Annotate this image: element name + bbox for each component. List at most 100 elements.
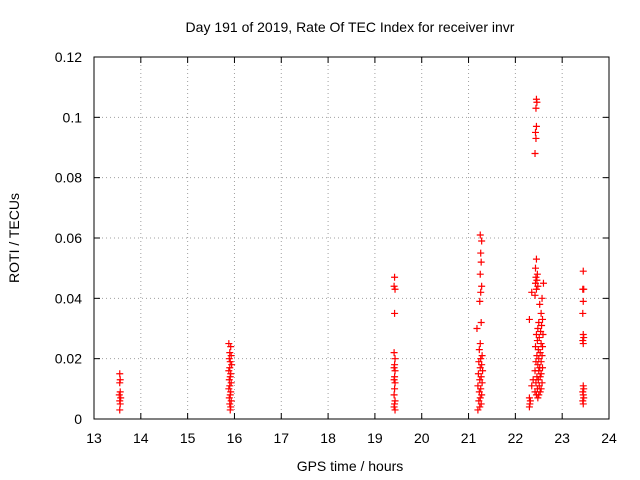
data-point [537, 370, 545, 378]
data-point [532, 379, 540, 387]
data-point [538, 294, 546, 302]
x-tick-label: 14 [133, 430, 149, 446]
x-tick-label: 22 [508, 430, 524, 446]
data-point [532, 285, 540, 293]
data-point [478, 361, 486, 369]
axis-ticks: 13 14 15 16 17 18 19 20 21 22 23 24 0 0.02 0.04 0.06 0.0… [55, 49, 617, 446]
data-point [525, 394, 533, 402]
data-point [528, 288, 536, 296]
data-point [476, 394, 484, 402]
y-tick-label: 0.12 [55, 49, 82, 65]
data-point [117, 394, 125, 402]
x-tick-label: 13 [86, 430, 102, 446]
data-point [538, 321, 546, 329]
data-point [531, 264, 539, 272]
data-point [580, 394, 588, 402]
data-point [532, 273, 540, 281]
data-point [533, 98, 541, 106]
data-point [579, 400, 587, 408]
data-point [535, 391, 543, 399]
data-point [580, 285, 588, 293]
data-point [390, 364, 398, 372]
data-point [476, 297, 484, 305]
plot-frame [93, 56, 610, 420]
data-point [537, 358, 545, 366]
data-point [478, 237, 486, 245]
data-point [533, 337, 541, 345]
data-point [477, 288, 485, 296]
data-point [391, 406, 399, 414]
data-point [579, 297, 587, 305]
data-point [536, 388, 544, 396]
data-point [579, 309, 587, 317]
data-point [539, 315, 547, 323]
grid-lines [94, 57, 609, 419]
data-point [532, 122, 540, 130]
data-point [476, 340, 484, 348]
data-point [580, 385, 588, 393]
data-point [391, 285, 399, 293]
data-point [477, 373, 485, 381]
data-point [391, 309, 399, 317]
data-point [476, 270, 484, 278]
data-points [115, 95, 588, 414]
data-point [391, 385, 399, 393]
x-tick-label: 24 [601, 430, 617, 446]
x-tick-label: 17 [273, 430, 289, 446]
y-tick-label: 0.04 [55, 290, 82, 306]
data-point [226, 382, 234, 390]
data-point [390, 391, 398, 399]
data-point [525, 403, 533, 411]
data-point [226, 373, 234, 381]
data-point [390, 349, 398, 357]
x-tick-label: 20 [414, 430, 430, 446]
data-point [116, 379, 124, 387]
data-point [534, 282, 542, 290]
data-point [477, 258, 485, 266]
y-tick-label: 0.1 [63, 109, 83, 125]
data-point [533, 270, 541, 278]
data-point [391, 367, 399, 375]
data-point [477, 385, 485, 393]
data-point [225, 355, 233, 363]
data-point [226, 358, 234, 366]
x-tick-label: 19 [367, 430, 383, 446]
data-point [391, 379, 399, 387]
data-point [537, 340, 545, 348]
data-point [475, 346, 483, 354]
data-point [479, 367, 487, 375]
data-point [539, 279, 547, 287]
data-point [532, 134, 540, 142]
data-point [226, 400, 234, 408]
data-point [116, 400, 124, 408]
data-point [531, 128, 539, 136]
x-tick-label: 16 [227, 430, 243, 446]
y-tick-label: 0.08 [55, 170, 82, 186]
data-point [478, 391, 486, 399]
data-point [390, 403, 398, 411]
data-point [477, 400, 485, 408]
x-tick-label: 23 [554, 430, 570, 446]
data-point [580, 334, 588, 342]
data-point [226, 364, 234, 372]
data-point [390, 282, 398, 290]
data-point [528, 382, 536, 390]
x-axis-label: GPS time / hours [297, 458, 404, 474]
data-point [116, 370, 124, 378]
data-point [539, 364, 547, 372]
data-point [531, 150, 539, 158]
y-tick-label: 0.02 [55, 351, 82, 367]
x-tick-label: 18 [320, 430, 336, 446]
data-point [532, 255, 540, 263]
data-point [532, 104, 540, 112]
data-point [226, 349, 234, 357]
data-point [531, 291, 539, 299]
y-axis-label: ROTI / TECUs [6, 193, 22, 283]
data-point [478, 352, 486, 360]
data-point [525, 315, 533, 323]
data-point [539, 343, 547, 351]
data-point [478, 282, 486, 290]
data-point [227, 343, 235, 351]
data-point [579, 267, 587, 275]
data-point [478, 379, 486, 387]
